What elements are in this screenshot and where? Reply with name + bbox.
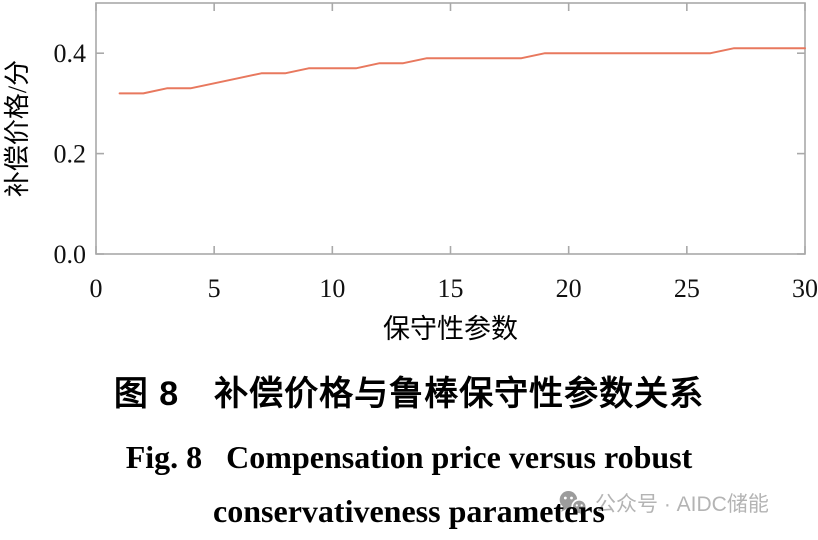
x-tick-label: 10 [319, 274, 345, 303]
series-line-compensation-price [118, 47, 806, 95]
x-tick-label: 0 [90, 274, 103, 303]
y-axis-label: 补偿价格/分 [3, 60, 32, 197]
watermark: 公众号 · AIDC储能 [558, 488, 769, 518]
y-tick-label: 0.4 [54, 39, 87, 68]
watermark-text: 公众号 · AIDC储能 [595, 493, 769, 516]
x-tick-label: 5 [208, 274, 221, 303]
plot-box [95, 2, 806, 255]
x-tick-label: 20 [556, 274, 582, 303]
x-axis-label: 保守性参数 [383, 314, 518, 344]
line-chart: 0 5 10 15 20 25 30 0.0 0.2 0.4 保守性参数 补偿价格/分 [3, 2, 818, 344]
wechat-icon [558, 490, 588, 517]
figure-caption-zh: 图 8 补偿价格与鲁棒保守性参数关系 [113, 375, 705, 413]
figure-caption-en-line2: conservativeness parameters [213, 493, 605, 529]
y-tick-label: 0.0 [54, 240, 87, 269]
y-tick-label: 0.2 [54, 140, 87, 169]
x-tick-label: 15 [438, 274, 464, 303]
chart-canvas: 0 5 10 15 20 25 30 0.0 0.2 0.4 保守性参数 补偿价格/分 [3, 2, 818, 344]
figure-caption-en-line1: Fig. 8 Compensation price versus robust [125, 439, 693, 475]
x-tick-label: 25 [674, 274, 700, 303]
x-tick-label: 30 [792, 274, 818, 303]
